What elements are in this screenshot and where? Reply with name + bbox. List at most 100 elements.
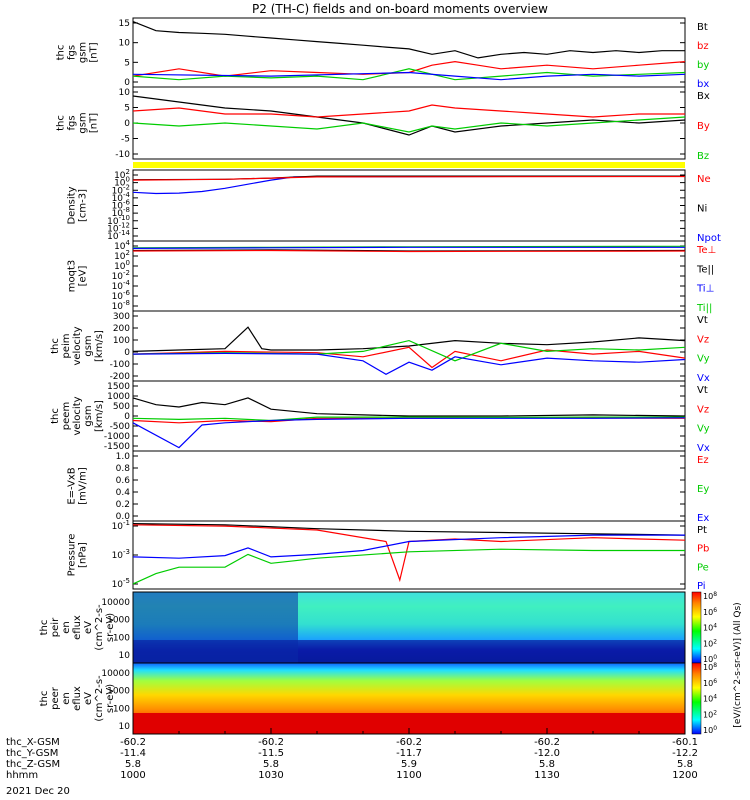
ion-spectrogram — [132, 591, 686, 664]
y-tick-label: 10000 — [101, 598, 130, 608]
colorbar-tick-label: 102 — [703, 709, 717, 719]
orbit-value: 1100 — [396, 770, 421, 781]
y-tick-label: 1000 — [107, 616, 130, 626]
y-tick-label: 0.2 — [116, 500, 130, 510]
orbit-value: -11.4 — [120, 748, 146, 759]
y-axis-label: Pressure — [67, 534, 78, 577]
legend-bt: Bt — [697, 22, 708, 33]
y-axis-label: [eV] — [78, 266, 89, 287]
colorbar-tick-label: 106 — [703, 678, 717, 688]
y-tick-label: -100 — [110, 360, 131, 370]
y-axis-label: thc — [39, 691, 50, 707]
y-tick-label: 15 — [119, 19, 130, 29]
series-pe — [132, 548, 685, 585]
y-tick-label: 1500 — [107, 382, 130, 392]
y-axis-label: thc — [50, 408, 61, 424]
panel-2: 10 5 0 -5 -10 thc fgs gsm [nT] Bx By Bz — [56, 86, 710, 162]
orbit-row-label: thc_Z-GSM — [6, 759, 60, 770]
legend-bx: bx — [697, 79, 709, 90]
y-axis-label: peem — [61, 402, 72, 430]
y-axis-label: peim — [61, 333, 72, 358]
orbit-row-label: thc_Y-GSM — [6, 748, 58, 759]
series-vt — [132, 397, 686, 417]
orbit-value: -60.2 — [396, 737, 422, 748]
legend-vy: Vy — [697, 354, 710, 365]
legend-ey: Ey — [697, 484, 709, 495]
y-axis-label: thc — [56, 115, 67, 131]
series-bx — [132, 71, 686, 81]
orbit-value: 5.8 — [125, 759, 141, 770]
orbit-value: -60.2 — [258, 737, 284, 748]
legend-ne: Ne — [697, 174, 711, 185]
panel-1: 15 10 5 0 thc fgs gsm [nT] Bt bz by bx — [56, 17, 709, 90]
y-tick-label: 0 — [124, 348, 130, 358]
y-axis-label: gsm — [83, 335, 94, 356]
series-ti — [132, 246, 685, 249]
legend-by: by — [697, 60, 709, 71]
y-axis-label: sr-eV) — [105, 684, 116, 713]
y-axis-label: velocity — [72, 396, 83, 435]
orbit-value: -12.0 — [534, 748, 560, 759]
y-tick-label: 1000 — [107, 392, 130, 402]
legend-pt: Pt — [697, 525, 707, 536]
y-axis-label: [km/s] — [94, 330, 105, 362]
y-axis-label: sr-eV) — [105, 613, 116, 642]
orbit-row-label: hhmm — [6, 770, 38, 781]
date-label: 2021 Dec 20 — [6, 786, 70, 797]
y-axis-label: eflux — [72, 615, 83, 640]
y-axis-label: (cm^2-s- — [94, 604, 105, 651]
y-tick-label: 10-4 — [112, 279, 131, 292]
y-tick-label: 10-5 — [112, 577, 130, 590]
colorbar-electron — [691, 662, 702, 735]
series-te — [132, 249, 686, 253]
panel-9: 10000 1000 100 10 thc peir en eflux eV (cm^2-s-sr… — [39, 598, 685, 661]
series-vy — [132, 339, 686, 362]
colorbar-tick-label: 108 — [703, 591, 717, 601]
y-tick-label: 0.8 — [116, 464, 131, 474]
y-axis-label: fgs — [67, 115, 78, 130]
y-axis-label: E=-VxB — [67, 467, 78, 504]
y-tick-label: 10 — [119, 722, 131, 732]
electron-spectrogram — [132, 662, 686, 735]
y-tick-label: -500 — [110, 422, 131, 432]
legend-vz: Vz — [697, 334, 709, 345]
series-bt — [132, 21, 685, 59]
status-bar — [133, 162, 685, 168]
series-bx — [132, 95, 686, 136]
y-tick-label: 200 — [113, 324, 130, 334]
y-tick-label: 10 — [119, 88, 131, 98]
panel-8: 10-1 10-3 10-5 Pressure [nPa] Pt Pb Pe Pi — [67, 519, 710, 592]
y-axis-label: [km/s] — [94, 400, 105, 432]
y-axis-label: eV — [83, 621, 94, 634]
y-tick-label: 0.4 — [116, 488, 131, 498]
y-tick-label: 10 — [119, 651, 131, 661]
legend-ti: Ti⊥ — [696, 284, 714, 295]
y-tick-label: 10-2 — [112, 183, 130, 196]
series-vy — [132, 416, 685, 422]
legend-vx: Vx — [697, 373, 710, 384]
y-axis-label: peer — [50, 686, 61, 710]
y-tick-label: 100 — [113, 704, 130, 714]
series-ne — [132, 175, 686, 181]
series-by — [132, 104, 685, 118]
y-tick-label: -1500 — [104, 442, 130, 452]
y-axis-label: [nT] — [89, 42, 100, 62]
y-tick-label: 104 — [114, 239, 130, 252]
colorbar-tick-label: 106 — [703, 607, 717, 617]
legend-vy: Vy — [697, 424, 710, 435]
panel-7: 1.0 0.8 0.6 0.4 0.2 0.0 E=-VxB [mV/m] Ez Ey Ex — [67, 450, 709, 524]
orbit-value: 5.8 — [539, 759, 555, 770]
y-tick-label: 0 — [124, 78, 130, 88]
legend-te: Te|| — [696, 264, 714, 275]
legend-ni: Ni — [697, 204, 707, 215]
y-tick-label: 10-8 — [112, 206, 130, 219]
y-tick-label: 100 — [113, 336, 130, 346]
legend-vz: Vz — [697, 404, 709, 415]
series-vx — [132, 417, 686, 449]
legend-vx: Vx — [697, 443, 710, 454]
